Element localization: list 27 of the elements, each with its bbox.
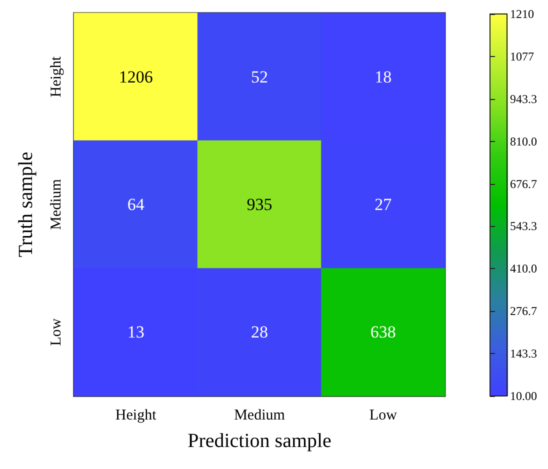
y-axis-title: Truth sample (15, 152, 37, 258)
x-tick-label: Medium (234, 408, 286, 424)
y-tick-label: Low (48, 318, 64, 346)
color-bar-label: 810.0 (510, 134, 537, 148)
color-bar-label: 10.00 (510, 389, 537, 403)
color-bar-label: 276.7 (510, 304, 537, 318)
x-tick-label: Height (115, 408, 158, 424)
color-bar-label: 1077 (510, 49, 534, 64)
x-axis-title: Prediction sample (188, 430, 332, 452)
data-label: 638 (370, 322, 396, 342)
color-bar-label: 943.3 (510, 92, 537, 106)
data-label: 28 (251, 322, 268, 342)
color-bar-label: 676.7 (510, 176, 537, 191)
data-label: 935 (246, 195, 272, 214)
data-label: 1206 (118, 67, 153, 86)
data-label: 27 (374, 195, 392, 214)
color-bar-label: 1210 (510, 7, 534, 21)
y-tick-label: Medium (48, 178, 64, 230)
color-bar-label: 543.3 (510, 219, 537, 234)
x-tick-label: Low (369, 408, 398, 424)
data-label: 52 (251, 67, 268, 86)
y-tick-label: Height (48, 56, 64, 98)
color-bar-label: 410.0 (510, 262, 537, 276)
data-label: 18 (374, 67, 392, 86)
data-label: 64 (127, 195, 145, 214)
data-label: 13 (127, 322, 144, 342)
color-bar-label: 143.3 (510, 346, 537, 361)
